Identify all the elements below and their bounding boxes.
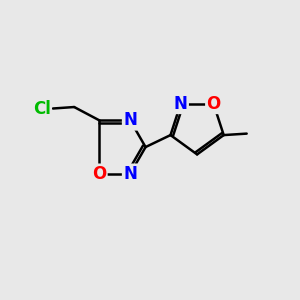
Text: N: N — [174, 95, 188, 113]
Text: Cl: Cl — [33, 100, 51, 118]
Text: N: N — [123, 111, 137, 129]
Text: O: O — [206, 95, 221, 113]
Text: O: O — [92, 165, 106, 183]
Text: N: N — [123, 165, 137, 183]
